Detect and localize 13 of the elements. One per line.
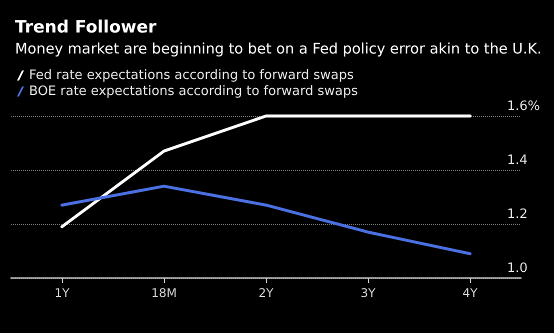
legend-label: BOE rate expectations according to forward swaps [29,84,358,99]
chart-title: Trend Follower [15,18,158,38]
y-tick-label: 1.6% [507,99,540,114]
y-tick-label: 1.4 [507,153,528,168]
x-tick-label: 1Y [54,286,70,300]
y-tick-label: 1.0 [507,261,528,276]
chart-subtitle: Money market are beginning to bet on a Fed policy error akin to the U.K. [15,42,542,58]
x-tick-label: 4Y [462,286,478,300]
x-tick-label: 18M [151,286,177,300]
x-tick-label: 3Y [360,286,376,300]
legend-label: Fed rate expectations according to forward swaps [29,68,354,83]
y-tick-label: 1.2 [507,207,528,222]
x-tick-label: 2Y [258,286,274,300]
